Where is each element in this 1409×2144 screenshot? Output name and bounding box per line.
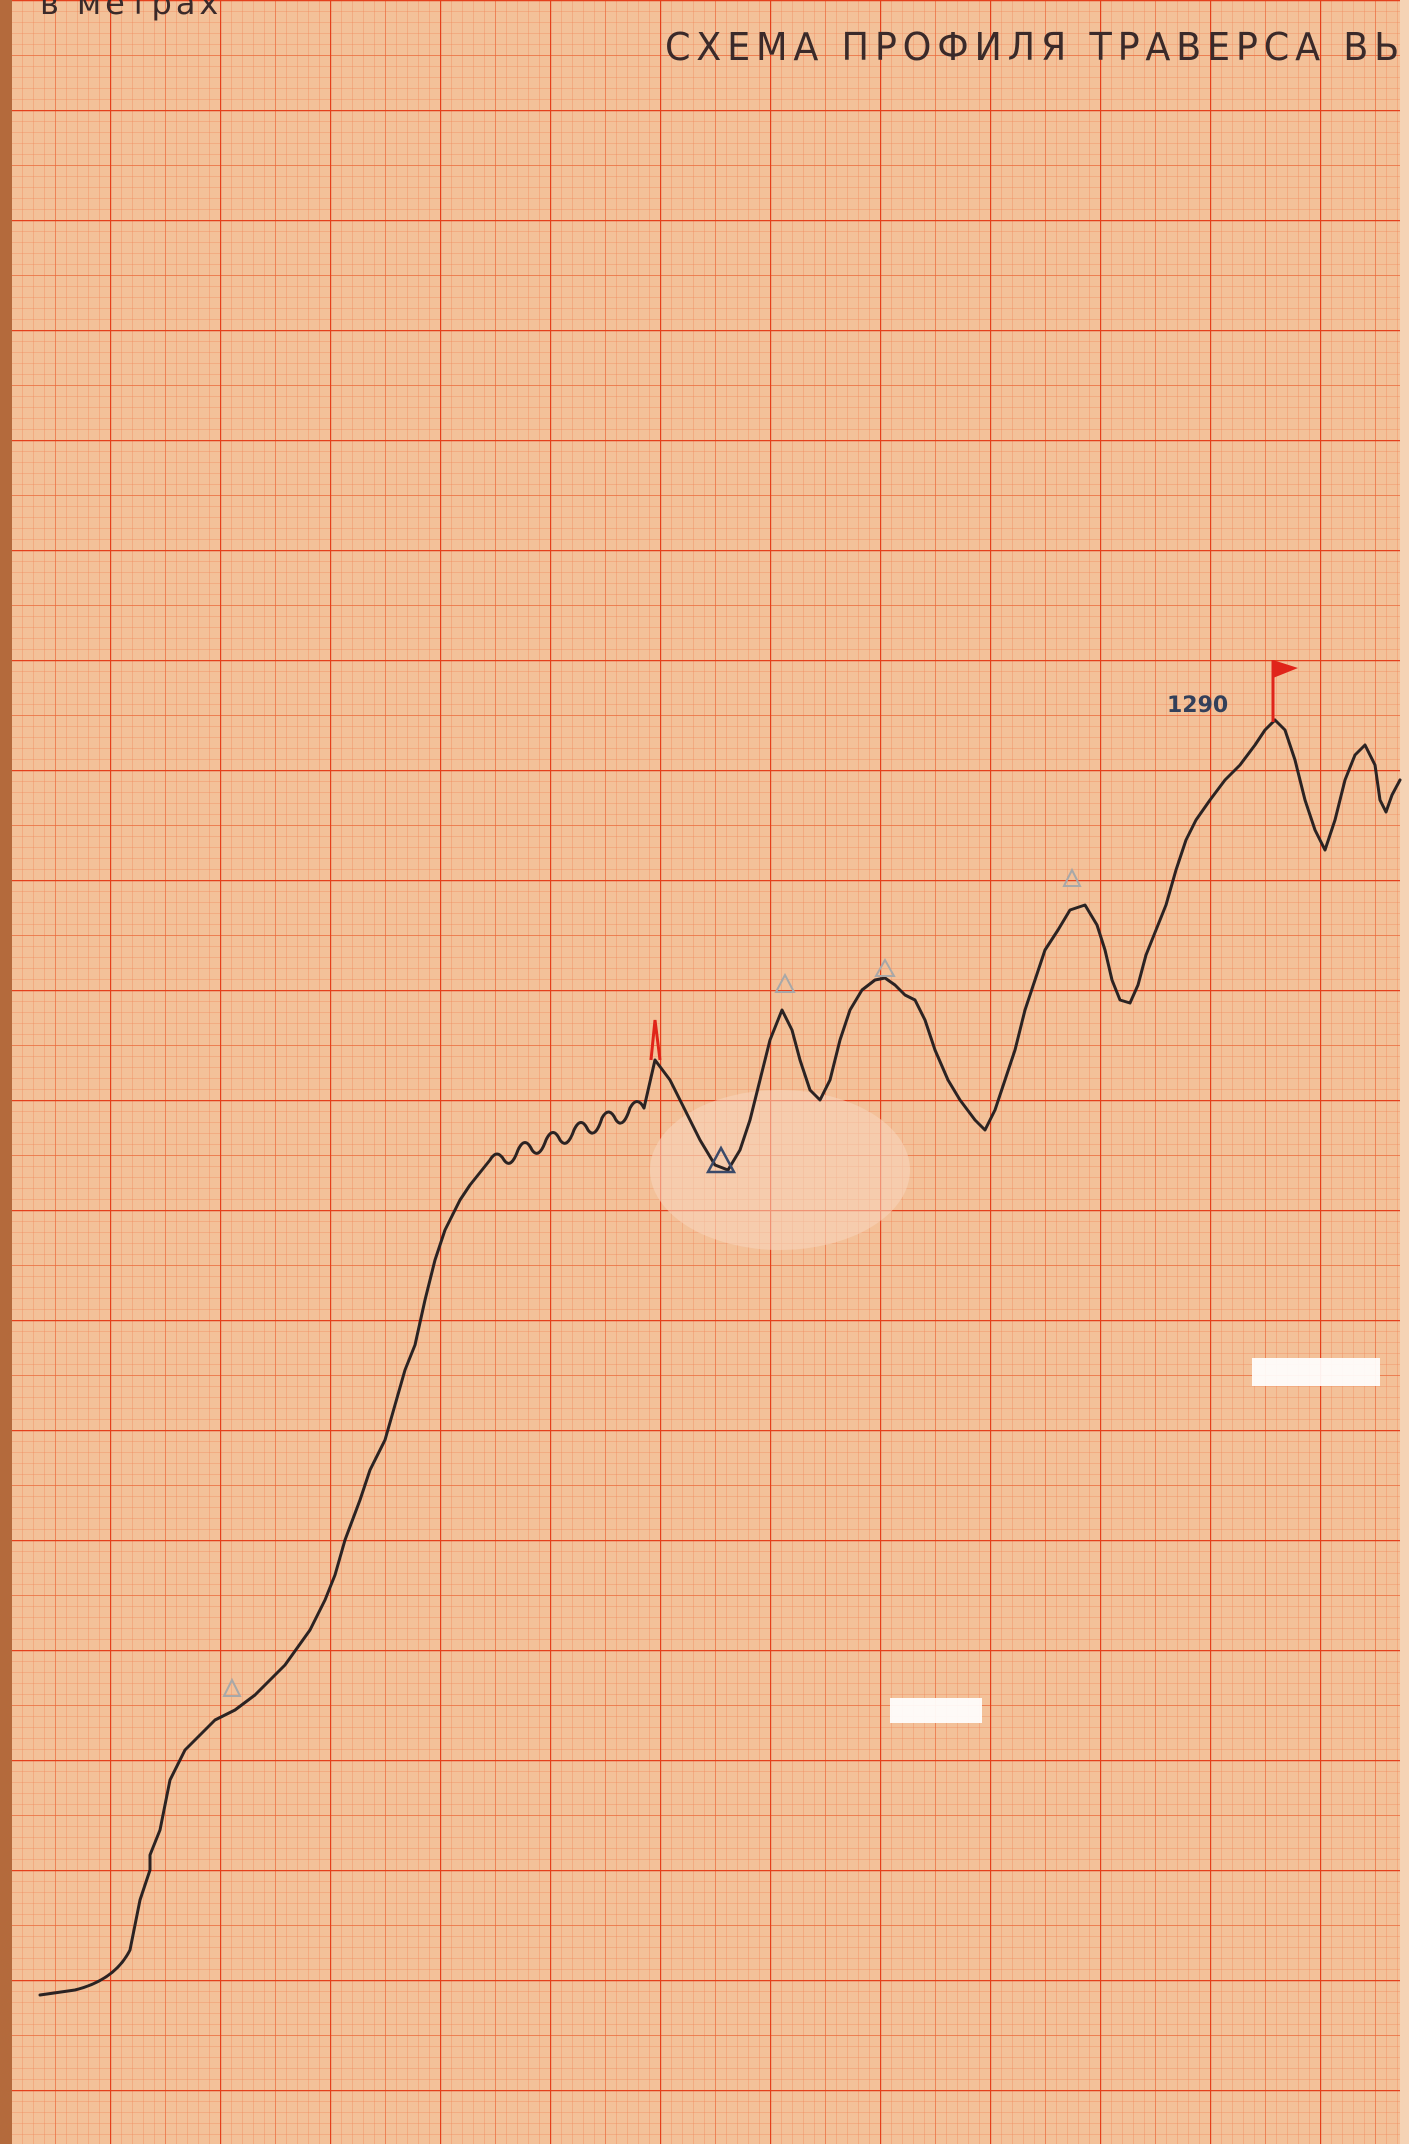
redaction-patch: [1252, 1358, 1380, 1386]
camp-triangle-icon: [774, 972, 796, 993]
header-fragment: в метрах: [40, 0, 222, 22]
ridge-marker-icon: [649, 1019, 662, 1061]
camp-triangle-icon: [1062, 867, 1082, 887]
camp-triangle-icon: [874, 957, 896, 977]
camp-triangle-icon: [705, 1145, 737, 1174]
summit-flag-icon: [1271, 660, 1298, 722]
traverse-profile-line: [38, 718, 1402, 1997]
camp-triangle-icon: [222, 1677, 242, 1697]
summit-elevation-label: 1290: [1167, 693, 1228, 718]
redaction-patch: [890, 1698, 982, 1723]
document-title: СХЕМА ПРОФИЛЯ ТРАВЕРСА ВЬ: [665, 25, 1405, 69]
